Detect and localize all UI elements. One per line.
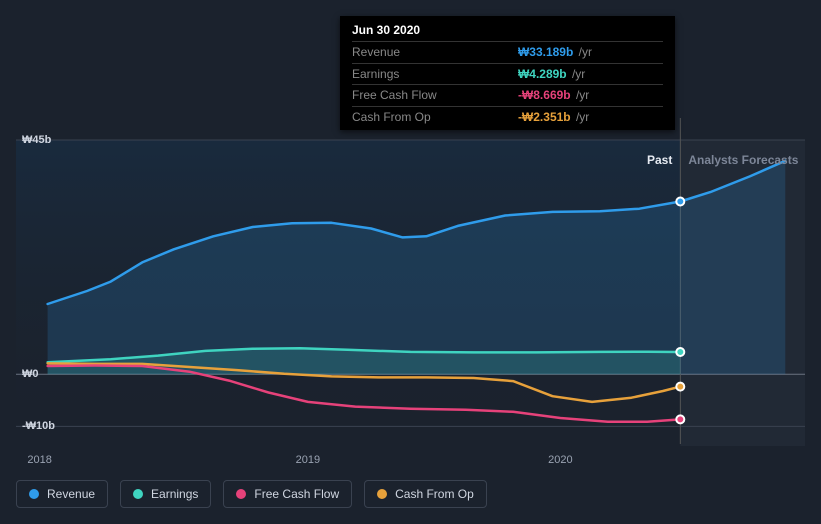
y-tick-label: ₩45b [22, 134, 51, 146]
x-tick-label: 2018 [27, 454, 51, 466]
legend-item-label: Free Cash Flow [254, 487, 339, 501]
chart-container: ₩45b ₩0 -₩10b 2018 2019 2020 Past Analysts F… [0, 0, 821, 524]
legend-item-revenue[interactable]: Revenue [16, 480, 108, 508]
revenue-marker [676, 198, 684, 206]
legend-item-earnings[interactable]: Earnings [120, 480, 211, 508]
legend-item-label: Cash From Op [395, 487, 474, 501]
tooltip-row: Free Cash Flow-₩8.669b /yr [352, 85, 663, 107]
y-tick-label: ₩0 [22, 368, 39, 380]
tooltip-row-label: Revenue [352, 41, 518, 63]
y-tick-label: -₩10b [22, 420, 55, 432]
cfo-marker [676, 383, 684, 391]
tooltip-row-label: Cash From Op [352, 107, 518, 128]
tooltip-row: Revenue₩33.189b /yr [352, 41, 663, 63]
tooltip-row-value: ₩4.289b /yr [518, 63, 663, 85]
tooltip-row-label: Free Cash Flow [352, 85, 518, 107]
hover-tooltip: Jun 30 2020 Revenue₩33.189b /yrEarnings₩… [340, 16, 675, 130]
x-tick-label: 2020 [548, 454, 572, 466]
tooltip-row: Earnings₩4.289b /yr [352, 63, 663, 85]
legend-dot-icon [29, 489, 39, 499]
past-region-label: Past [647, 153, 672, 167]
legend-dot-icon [133, 489, 143, 499]
fcf-marker [676, 415, 684, 423]
legend: Revenue Earnings Free Cash Flow Cash From O… [16, 480, 487, 508]
tooltip-row-value: -₩2.351b /yr [518, 107, 663, 128]
tooltip-row: Cash From Op-₩2.351b /yr [352, 107, 663, 128]
legend-item-fcf[interactable]: Free Cash Flow [223, 480, 352, 508]
tooltip-row-value: ₩33.189b /yr [518, 41, 663, 63]
tooltip-row-label: Earnings [352, 63, 518, 85]
x-tick-label: 2019 [296, 454, 320, 466]
tooltip-row-value: -₩8.669b /yr [518, 85, 663, 107]
legend-item-label: Earnings [151, 487, 198, 501]
legend-dot-icon [377, 489, 387, 499]
legend-item-label: Revenue [47, 487, 95, 501]
earnings-marker [676, 348, 684, 356]
tooltip-date: Jun 30 2020 [352, 22, 663, 39]
forecast-region-label: Analysts Forecasts [688, 153, 798, 167]
legend-dot-icon [236, 489, 246, 499]
legend-item-cfo[interactable]: Cash From Op [364, 480, 487, 508]
